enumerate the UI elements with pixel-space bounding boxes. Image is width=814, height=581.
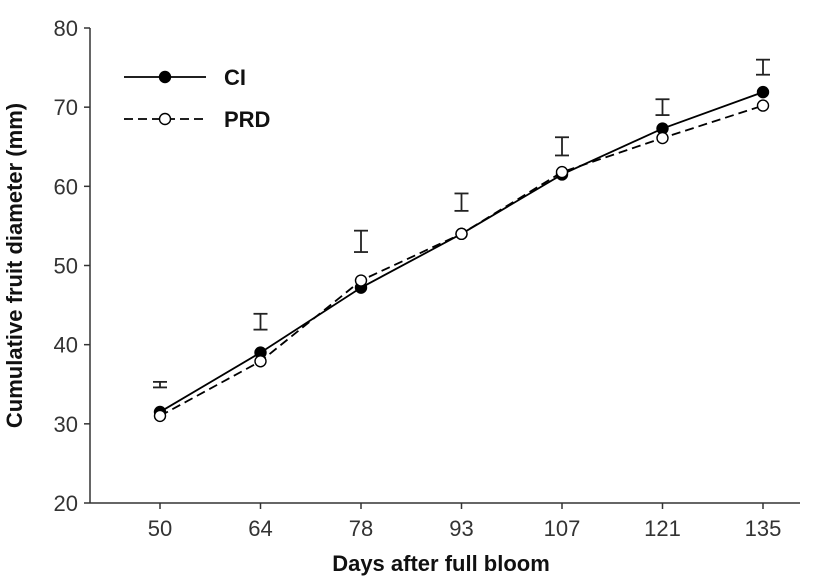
y-tick-label: 60: [54, 174, 78, 199]
data-point-prd: [354, 274, 368, 287]
x-tick-label: 135: [745, 516, 782, 541]
y-tick-label: 30: [54, 412, 78, 437]
legend: CI PRD: [124, 65, 270, 132]
x-tick-label: 78: [349, 516, 373, 541]
legend-label-prd: PRD: [224, 107, 270, 132]
y-tick-label: 80: [54, 16, 78, 41]
y-tick-label: 50: [54, 254, 78, 279]
x-axis-title: Days after full bloom: [332, 551, 550, 576]
data-point-prd: [656, 131, 669, 145]
y-axis-title: Cumulative fruit diameter (mm): [2, 103, 27, 428]
x-tick-label: 50: [148, 516, 172, 541]
x-tick-label: 121: [644, 516, 681, 541]
y-tick-label: 20: [54, 491, 78, 516]
x-tick-label: 93: [449, 516, 473, 541]
data-point-prd: [555, 165, 569, 179]
legend-label-ci: CI: [224, 65, 246, 90]
x-tick-label: 64: [248, 516, 272, 541]
legend-marker-prd: [158, 112, 172, 126]
data-point-prd: [153, 409, 167, 423]
x-tick-label: 107: [544, 516, 581, 541]
series-line-ci: [159, 91, 764, 413]
y-tick-label: 40: [54, 333, 78, 358]
data-point-ci: [756, 85, 770, 99]
series-line-prd: [159, 104, 764, 417]
series-lines: [153, 85, 770, 423]
error-bars: [153, 58, 770, 389]
legend-marker-ci: [158, 70, 172, 84]
data-point-prd: [455, 227, 468, 241]
axes: 20 30 40 50 60 70 80 50 64 78 93 107 121 135 Days afte…: [2, 16, 800, 576]
data-point-prd: [756, 99, 770, 112]
y-tick-label: 70: [54, 95, 78, 120]
data-point-prd: [254, 355, 267, 368]
